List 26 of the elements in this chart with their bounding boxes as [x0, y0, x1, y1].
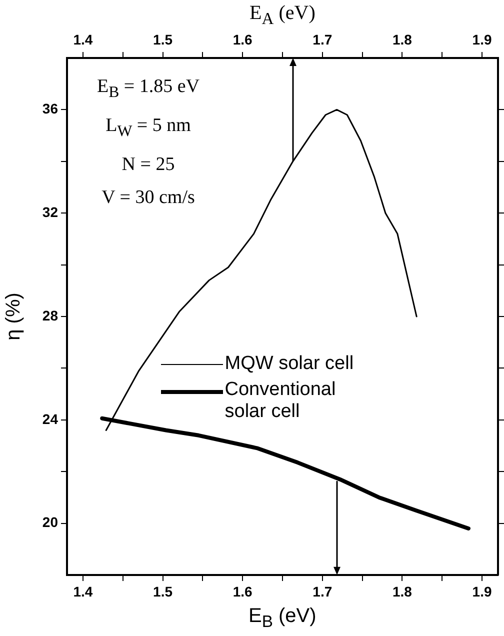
- x2-tick-label: 1.6: [232, 31, 253, 48]
- x-tick-label: 1.7: [312, 583, 332, 600]
- x2-tick-label: 1.9: [472, 31, 492, 48]
- y-tick-label: 24: [42, 410, 58, 427]
- y-tick-label: 32: [42, 204, 58, 220]
- y-tick-label: 28: [42, 307, 58, 324]
- x-tick-label: 1.6: [232, 583, 253, 600]
- x-tick-label: 1.5: [153, 583, 173, 600]
- legend-label: Conventional solar cell: [224, 378, 337, 423]
- x-tick-label: 1.4: [73, 583, 93, 600]
- x-tick-label: 1.9: [472, 583, 492, 600]
- annotation: V = 30 cm/s: [100, 186, 196, 210]
- annotation: E$_{B}$ = 1.85 eV: [97, 75, 200, 103]
- y-axis-title: η (%): [2, 292, 26, 340]
- annotation: N = 25: [120, 152, 176, 177]
- x-tick-label: 1.8: [392, 583, 412, 600]
- legend-label: MQW solar cell: [224, 352, 355, 375]
- y-tick-label: 20: [42, 514, 58, 530]
- x2-tick-label: 1.4: [73, 31, 93, 48]
- x2-tick-label: 1.8: [392, 31, 412, 48]
- x2-tick-label: 1.5: [153, 31, 173, 48]
- x-axis-title: E$_{B}$ (eV): [248, 605, 316, 632]
- annotation: L$_{W}$ = 5 nm: [104, 114, 192, 142]
- x2-axis-title: E$_{A}$ (eV): [250, 2, 316, 29]
- x2-tick-label: 1.7: [312, 31, 332, 48]
- y-tick-label: 36: [42, 100, 58, 117]
